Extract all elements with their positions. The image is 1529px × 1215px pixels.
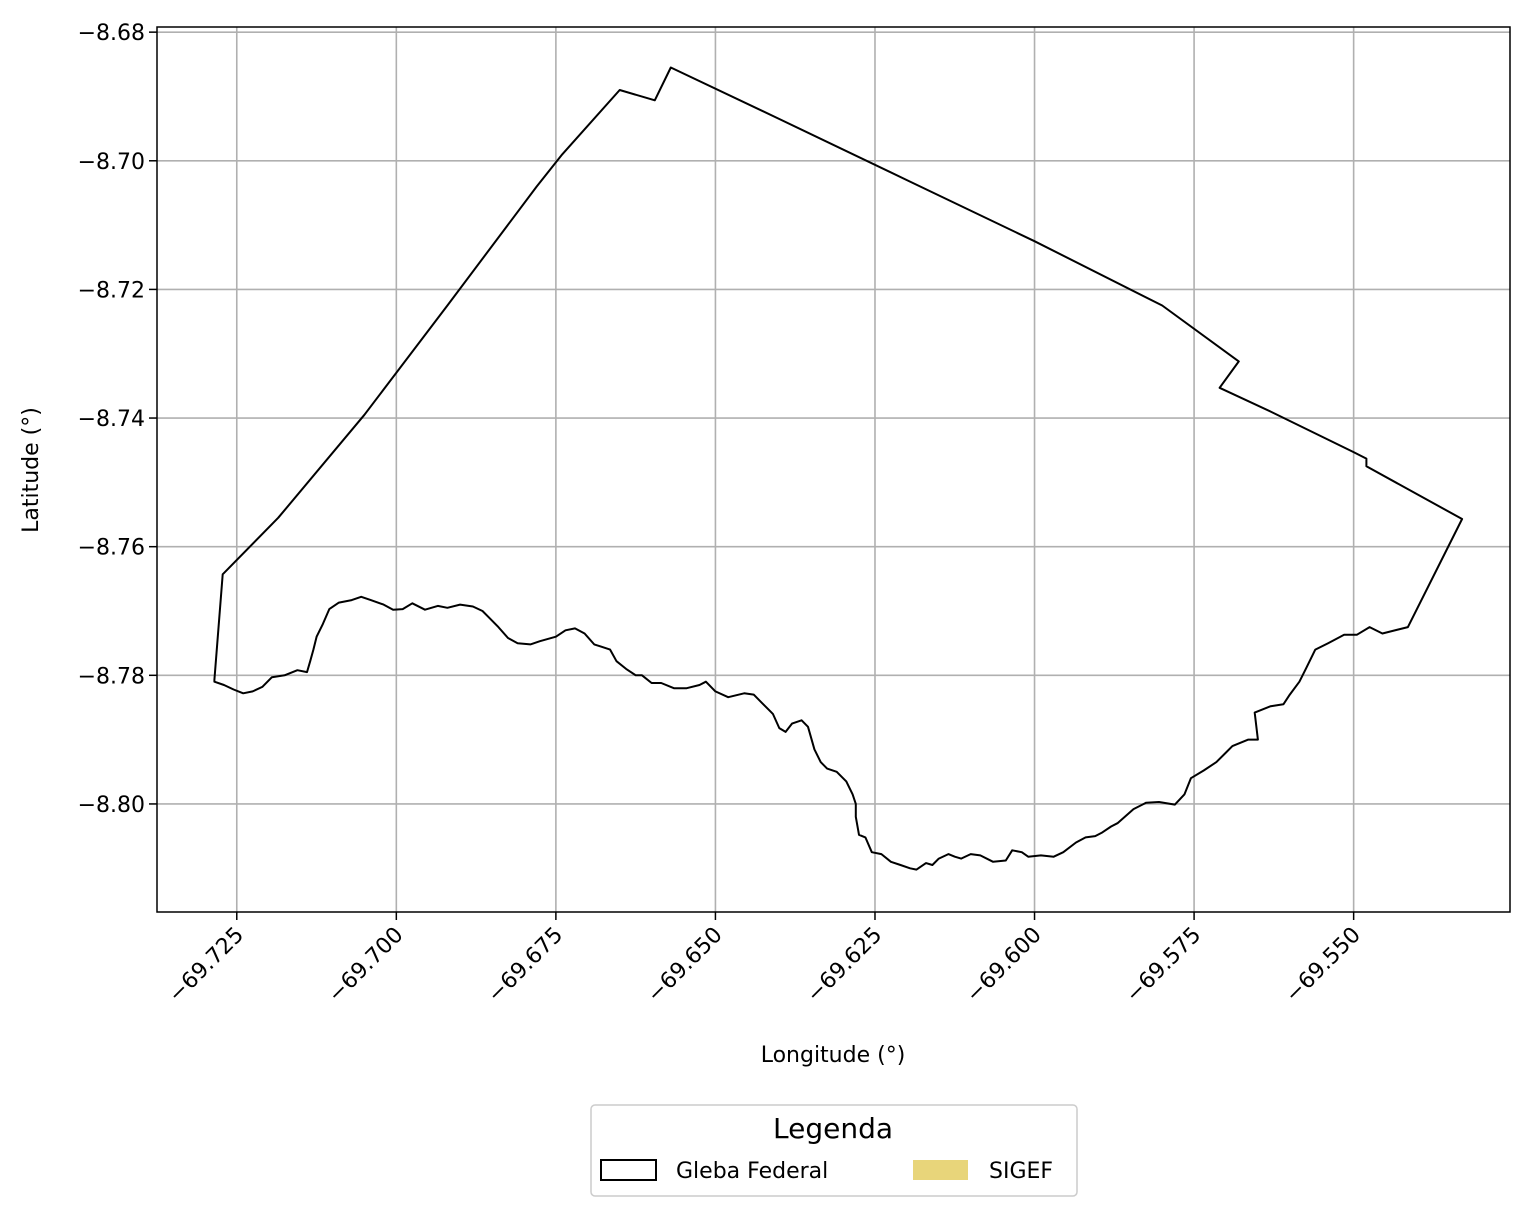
y-tick-label: −8.70 — [78, 150, 145, 175]
map-layers — [213, 66, 1464, 871]
grid-lines — [157, 27, 1510, 912]
y-tick-label: −8.78 — [78, 664, 145, 689]
y-tick-label: −8.72 — [78, 278, 145, 303]
legend-swatch-gleba-federal — [600, 1159, 657, 1181]
y-tick-label: −8.68 — [78, 21, 145, 46]
y-axis-ticks: −8.68 −8.70 −8.72 −8.74 −8.76 −8.78 −8.80 — [78, 21, 157, 818]
y-axis-label: Latitude (°) — [19, 407, 44, 533]
plot-frame — [156, 26, 1511, 913]
legend: Legenda Gleba Federal SIGEF — [590, 1104, 1078, 1197]
y-tick-label: −8.76 — [78, 536, 145, 561]
y-tick-label: −8.80 — [78, 793, 145, 818]
polygon-gleba-federal — [213, 66, 1464, 871]
legend-label-sigef: SIGEF — [989, 1159, 1053, 1184]
legend-label-gleba-federal: Gleba Federal — [676, 1159, 828, 1184]
x-axis-label: Longitude (°) — [761, 1043, 906, 1068]
y-tick-label: −8.74 — [78, 407, 145, 432]
legend-title: Legenda — [773, 1112, 893, 1145]
legend-swatch-sigef — [913, 1160, 968, 1180]
